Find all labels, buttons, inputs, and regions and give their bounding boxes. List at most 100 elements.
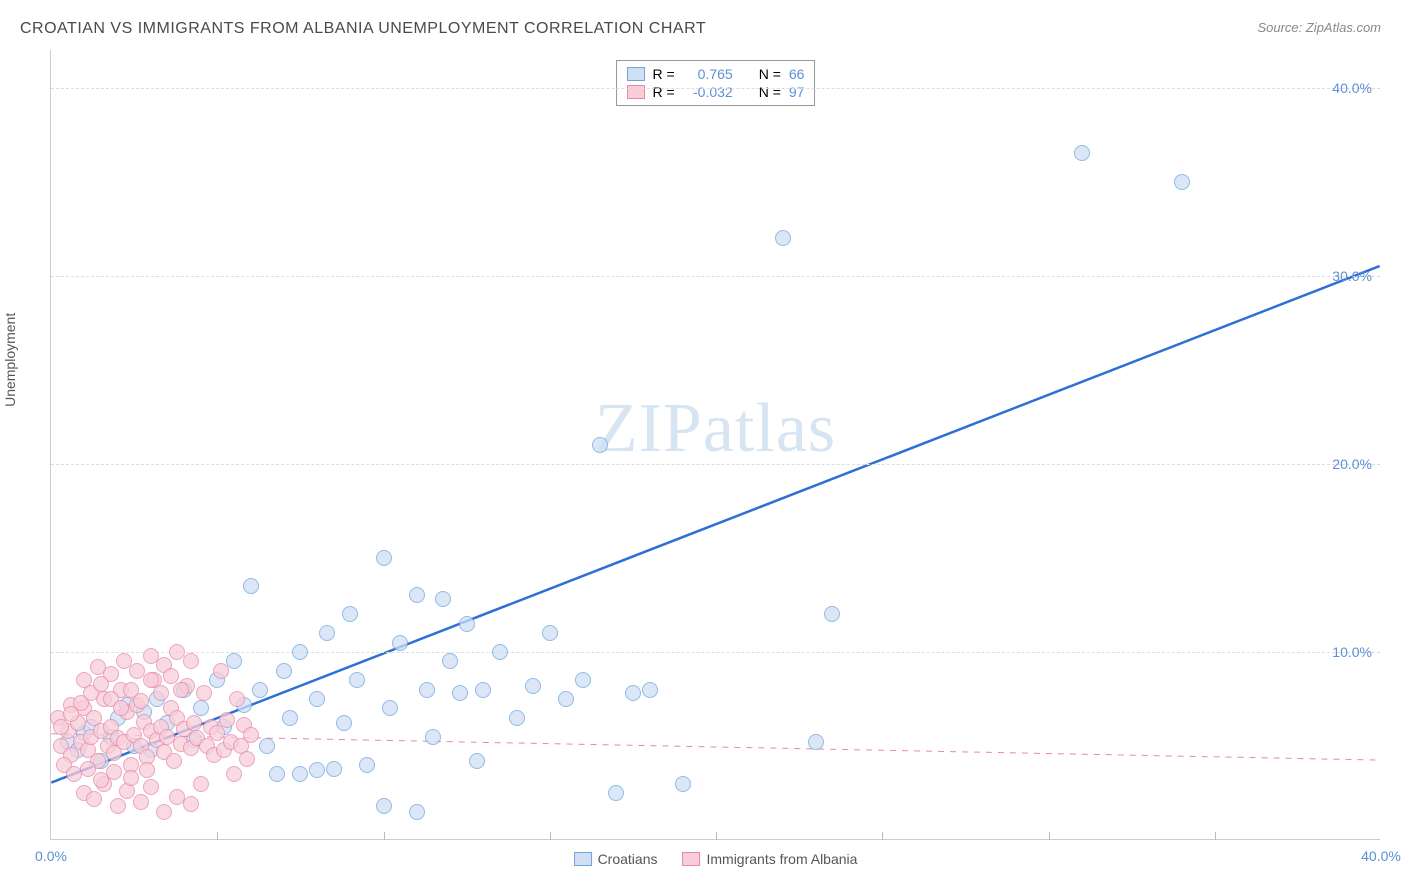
scatter-point — [292, 766, 308, 782]
stats-legend-box: R = 0.765 N = 66 R = -0.032 N = 97 — [616, 60, 816, 106]
scatter-point — [642, 682, 658, 698]
gridline-h — [51, 88, 1380, 89]
gridline-v — [384, 832, 385, 840]
scatter-point — [183, 796, 199, 812]
scatter-point — [123, 770, 139, 786]
gridline-v — [550, 832, 551, 840]
ytick-label: 20.0% — [1332, 456, 1372, 472]
scatter-point — [775, 230, 791, 246]
xtick-min-label: 0.0% — [35, 848, 67, 864]
gridline-v — [882, 832, 883, 840]
r-label-2: R = — [653, 84, 675, 100]
xtick-max-label: 40.0% — [1361, 848, 1401, 864]
scatter-point — [193, 776, 209, 792]
scatter-point — [525, 678, 541, 694]
scatter-point — [409, 804, 425, 820]
scatter-point — [425, 729, 441, 745]
ytick-label: 10.0% — [1332, 644, 1372, 660]
source-label: Source: ZipAtlas.com — [1257, 20, 1381, 35]
n-value-1: 66 — [789, 66, 805, 82]
scatter-point — [475, 682, 491, 698]
scatter-point — [592, 437, 608, 453]
r-label-1: R = — [653, 66, 675, 82]
gridline-v — [217, 832, 218, 840]
scatter-point — [675, 776, 691, 792]
legend-swatch-2 — [682, 852, 700, 866]
gridline-v — [1215, 832, 1216, 840]
scatter-point — [309, 762, 325, 778]
stats-row-2: R = -0.032 N = 97 — [627, 83, 805, 101]
scatter-point — [608, 785, 624, 801]
scatter-point — [409, 587, 425, 603]
scatter-point — [376, 550, 392, 566]
legend-label-1: Croatians — [598, 851, 658, 867]
scatter-point — [276, 663, 292, 679]
scatter-point — [309, 691, 325, 707]
legend-swatch-1 — [574, 852, 592, 866]
scatter-point — [226, 653, 242, 669]
scatter-point — [392, 635, 408, 651]
scatter-point — [336, 715, 352, 731]
scatter-point — [542, 625, 558, 641]
scatter-point — [452, 685, 468, 701]
swatch-series1 — [627, 67, 645, 81]
scatter-point — [509, 710, 525, 726]
scatter-point — [419, 682, 435, 698]
scatter-point — [243, 727, 259, 743]
scatter-point — [133, 693, 149, 709]
scatter-point — [435, 591, 451, 607]
scatter-point — [153, 685, 169, 701]
scatter-point — [239, 751, 255, 767]
scatter-point — [292, 644, 308, 660]
watermark-zip: ZIP — [595, 390, 703, 467]
gridline-h — [51, 276, 1380, 277]
scatter-point — [326, 761, 342, 777]
scatter-point — [469, 753, 485, 769]
scatter-point — [359, 757, 375, 773]
scatter-point — [139, 762, 155, 778]
scatter-point — [196, 685, 212, 701]
scatter-point — [342, 606, 358, 622]
ytick-label: 30.0% — [1332, 268, 1372, 284]
n-label-2: N = — [759, 84, 781, 100]
scatter-point — [173, 682, 189, 698]
scatter-point — [86, 791, 102, 807]
scatter-point — [282, 710, 298, 726]
scatter-point — [110, 798, 126, 814]
scatter-point — [229, 691, 245, 707]
scatter-point — [252, 682, 268, 698]
gridline-h — [51, 464, 1380, 465]
gridline-v — [1049, 832, 1050, 840]
scatter-point — [492, 644, 508, 660]
scatter-point — [143, 779, 159, 795]
scatter-point — [80, 761, 96, 777]
scatter-point — [183, 653, 199, 669]
scatter-point — [113, 700, 129, 716]
scatter-point — [575, 672, 591, 688]
scatter-point — [319, 625, 335, 641]
legend-item-2: Immigrants from Albania — [682, 851, 857, 867]
watermark: ZIPatlas — [595, 389, 836, 469]
chart-title: CROATIAN VS IMMIGRANTS FROM ALBANIA UNEM… — [20, 20, 706, 38]
scatter-point — [156, 804, 172, 820]
gridline-v — [716, 832, 717, 840]
scatter-point — [459, 616, 475, 632]
bottom-legend: Croatians Immigrants from Albania — [574, 851, 858, 867]
scatter-point — [133, 794, 149, 810]
scatter-point — [376, 798, 392, 814]
plot-area: ZIPatlas R = 0.765 N = 66 R = -0.032 N =… — [50, 50, 1380, 840]
scatter-point — [53, 719, 69, 735]
watermark-atlas: atlas — [703, 390, 836, 467]
scatter-point — [269, 766, 285, 782]
legend-label-2: Immigrants from Albania — [706, 851, 857, 867]
legend-item-1: Croatians — [574, 851, 658, 867]
scatter-point — [382, 700, 398, 716]
r-value-2: -0.032 — [683, 84, 733, 100]
scatter-point — [558, 691, 574, 707]
n-value-2: 97 — [789, 84, 805, 100]
gridline-h — [51, 652, 1380, 653]
scatter-point — [166, 753, 182, 769]
n-label-1: N = — [759, 66, 781, 82]
scatter-point — [226, 766, 242, 782]
r-value-1: 0.765 — [683, 66, 733, 82]
